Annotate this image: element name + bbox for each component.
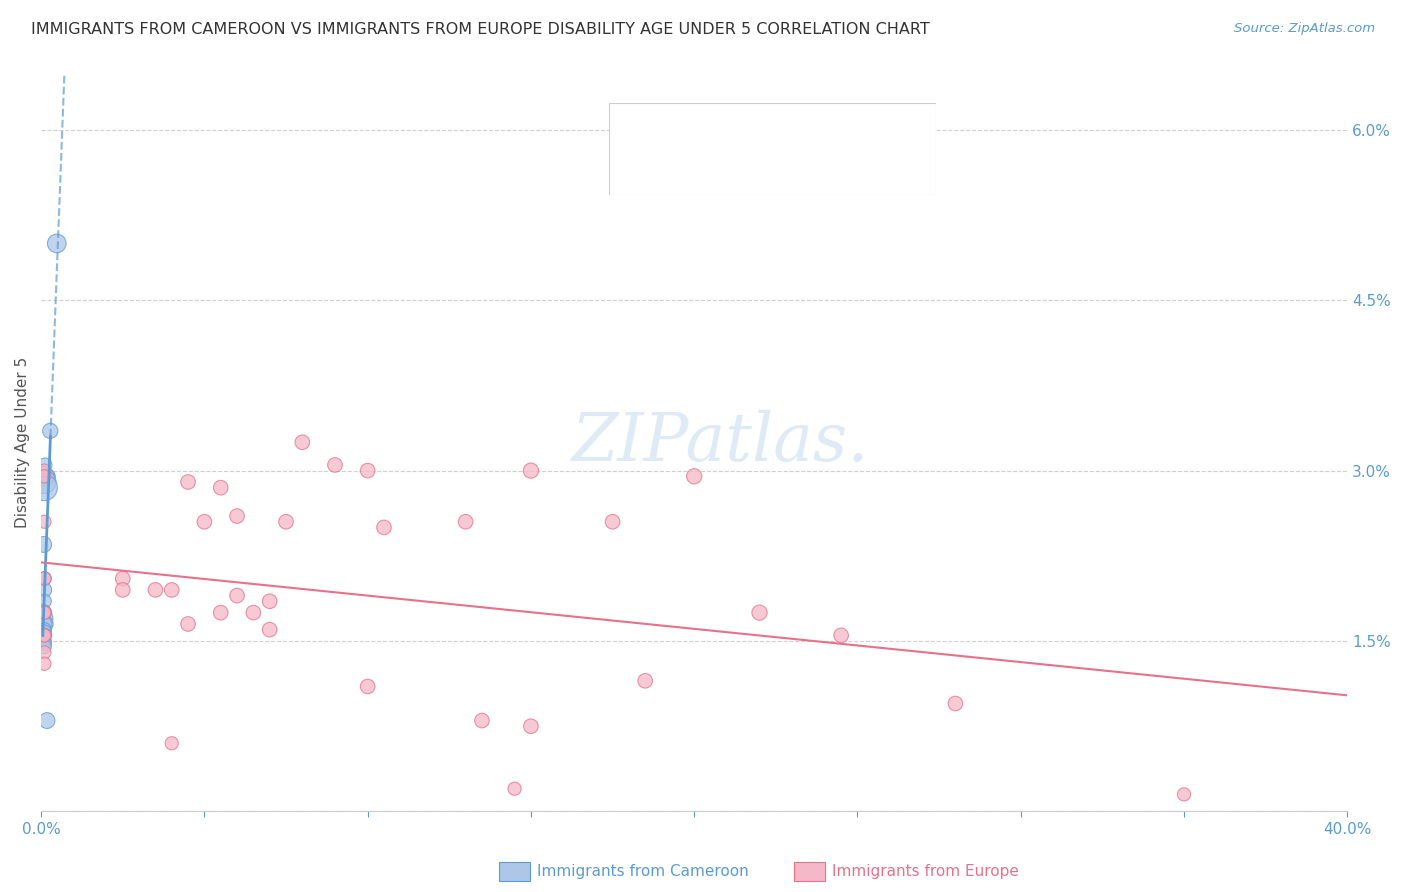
Point [34,628,56,642]
Point [259,623,281,637]
Point [323,458,346,472]
Point [274,515,297,529]
Point [209,606,232,620]
Point [45,236,67,251]
Point [34,464,56,478]
Point [34,617,56,632]
Point [945,697,967,711]
Point [356,464,378,478]
Y-axis label: Disability Age Under 5: Disability Age Under 5 [15,357,30,528]
Point [34,458,56,472]
Point [34,515,56,529]
Point [34,636,56,650]
Text: Source: ZipAtlas.com: Source: ZipAtlas.com [1234,22,1375,36]
Point [34,606,56,620]
Point [748,606,770,620]
Point [830,628,852,642]
Point [34,617,56,632]
Point [1173,788,1195,802]
Point [111,582,134,597]
Point [259,594,281,608]
Text: ZIPatlas.: ZIPatlas. [572,409,869,475]
Point [34,594,56,608]
Point [34,640,56,654]
Point [34,481,56,495]
Point [34,628,56,642]
Point [683,469,706,483]
Point [34,611,56,625]
Point [34,469,56,483]
Point [34,475,56,489]
Point [209,481,232,495]
Point [160,582,183,597]
Point [34,572,56,586]
Point [34,623,56,637]
Point [471,714,494,728]
Point [32,537,55,551]
Text: IMMIGRANTS FROM CAMEROON VS IMMIGRANTS FROM EUROPE DISABILITY AGE UNDER 5 CORREL: IMMIGRANTS FROM CAMEROON VS IMMIGRANTS F… [31,22,929,37]
Point [34,624,56,639]
Text: Immigrants from Europe: Immigrants from Europe [832,864,1019,879]
Point [520,719,543,733]
Point [34,469,56,483]
Point [177,617,200,632]
Point [520,464,543,478]
Point [373,520,395,534]
Point [160,736,183,750]
Point [35,714,58,728]
Point [226,589,249,603]
Point [503,781,526,796]
Text: Immigrants from Cameroon: Immigrants from Cameroon [537,864,749,879]
Point [34,628,56,642]
Point [145,582,167,597]
Point [242,606,264,620]
Point [37,469,59,483]
Point [34,606,56,620]
Point [291,435,314,450]
Point [634,673,657,688]
Point [34,582,56,597]
Point [111,572,134,586]
Point [454,515,477,529]
Point [34,628,56,642]
Point [34,572,56,586]
Point [226,509,249,524]
Point [39,424,62,438]
Point [34,645,56,659]
Point [34,634,56,648]
Point [34,657,56,671]
Point [356,680,378,694]
Point [193,515,215,529]
Point [602,515,624,529]
Point [177,475,200,489]
Point [32,606,55,620]
